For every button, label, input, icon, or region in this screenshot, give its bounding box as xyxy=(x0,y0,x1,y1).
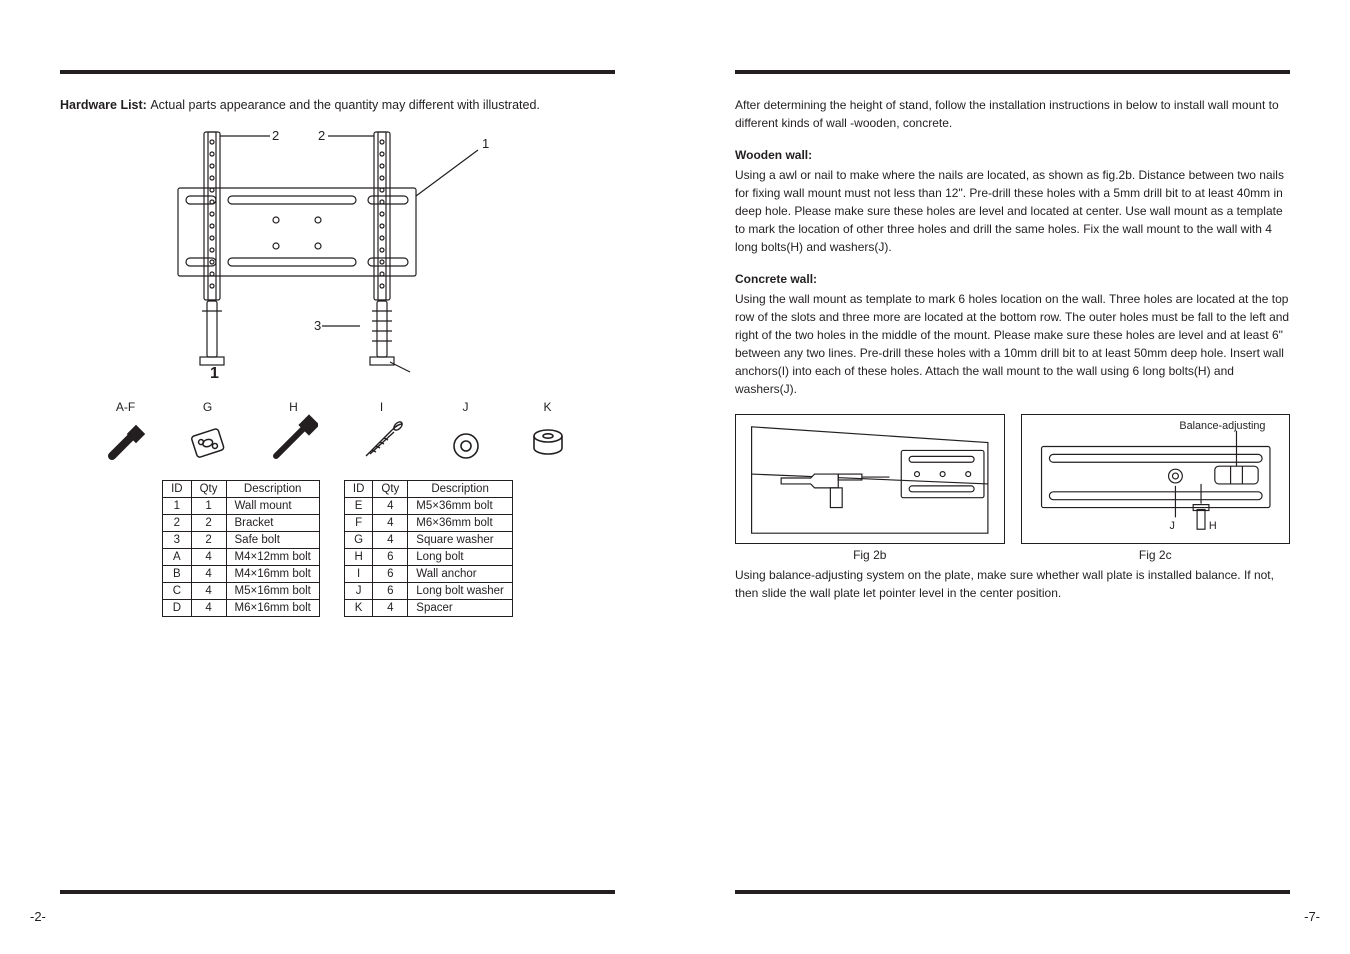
td: M6×16mm bolt xyxy=(226,600,319,617)
lbl-2b: 2 xyxy=(318,128,325,143)
intro-rest: Actual parts appearance and the quantity… xyxy=(150,98,540,112)
td: 4 xyxy=(191,566,226,583)
td: I xyxy=(344,566,373,583)
parts-tables: ID Qty Description 11Wall mount 22Bracke… xyxy=(60,480,615,617)
td: 2 xyxy=(191,532,226,549)
td: M4×16mm bolt xyxy=(226,566,319,583)
td: A xyxy=(163,549,192,566)
td: Long bolt xyxy=(408,549,513,566)
icon-label: J xyxy=(463,400,469,414)
td: B xyxy=(163,566,192,583)
td: 3 xyxy=(163,532,192,549)
icon-label: H xyxy=(289,400,298,414)
intro-para: After determining the height of stand, f… xyxy=(735,96,1290,132)
page-number: -7- xyxy=(1304,909,1320,924)
page-number: -2- xyxy=(30,909,46,924)
td: Wall mount xyxy=(226,498,319,515)
lbl-1: 1 xyxy=(482,136,489,151)
td: Bracket xyxy=(226,515,319,532)
page-7: After determining the height of stand, f… xyxy=(675,0,1350,954)
rule-bottom xyxy=(735,890,1290,894)
td: Spacer xyxy=(408,600,513,617)
page-2: Hardware List: Actual parts appearance a… xyxy=(0,0,675,954)
td: 1 xyxy=(191,498,226,515)
td: G xyxy=(344,532,373,549)
td: 6 xyxy=(373,549,408,566)
td: M5×16mm bolt xyxy=(226,583,319,600)
td: K xyxy=(344,600,373,617)
td: E xyxy=(344,498,373,515)
icon-label: G xyxy=(203,400,212,414)
icon-spacer: K xyxy=(526,400,570,462)
td: 4 xyxy=(191,549,226,566)
fig2c-caption: Fig 2c xyxy=(1021,548,1291,562)
icon-bolt: A-F xyxy=(106,400,146,462)
icon-long-bolt: H xyxy=(270,400,318,462)
fig-2b: Fig 2b xyxy=(735,414,1005,562)
th: ID xyxy=(163,481,192,498)
icon-label: K xyxy=(543,400,551,414)
icon-label: I xyxy=(380,400,383,414)
td: D xyxy=(163,600,192,617)
concrete-heading: Concrete wall: xyxy=(735,272,1290,286)
parts-table-2: ID Qty Description E4M5×36mm bolt F4M6×3… xyxy=(344,480,513,617)
td: 4 xyxy=(373,498,408,515)
icon-long-washer: J xyxy=(446,400,486,462)
th: Description xyxy=(226,481,319,498)
td: M4×12mm bolt xyxy=(226,549,319,566)
lbl-2a: 2 xyxy=(272,128,279,143)
figures-row: Fig 2b xyxy=(735,414,1290,562)
lbl-3: 3 xyxy=(314,318,321,333)
th: ID xyxy=(344,481,373,498)
fig2c-ba-label: Balance-adjusting xyxy=(1179,420,1265,432)
intro-text: Hardware List: Actual parts appearance a… xyxy=(60,96,615,114)
td: 2 xyxy=(191,515,226,532)
td: 4 xyxy=(373,532,408,549)
wallmount-diagram: 2 2 1 3 1 xyxy=(60,126,615,386)
th: Qty xyxy=(373,481,408,498)
fig2c-H: H xyxy=(1208,520,1216,532)
td: Long bolt washer xyxy=(408,583,513,600)
hardware-icons-row: A-F G H I J xyxy=(60,400,615,462)
rule-top xyxy=(60,70,615,74)
fig2c-J: J xyxy=(1169,520,1174,532)
td: 2 xyxy=(163,515,192,532)
rule-bottom xyxy=(60,890,615,894)
wood-heading: Wooden wall: xyxy=(735,148,1290,162)
td: 4 xyxy=(191,600,226,617)
wallmount-svg: 2 2 1 3 1 xyxy=(158,126,518,386)
td: Wall anchor xyxy=(408,566,513,583)
td: C xyxy=(163,583,192,600)
icon-label: A-F xyxy=(116,400,135,414)
td: 4 xyxy=(191,583,226,600)
fig2b-caption: Fig 2b xyxy=(735,548,1005,562)
td: J xyxy=(344,583,373,600)
icon-square-washer: G xyxy=(186,400,230,462)
concrete-body: Using the wall mount as template to mark… xyxy=(735,290,1290,398)
td: 1 xyxy=(163,498,192,515)
fig-2c: Balance-adjusting J H Fig 2c xyxy=(1021,414,1291,562)
wood-body: Using a awl or nail to make where the na… xyxy=(735,166,1290,256)
td: M6×36mm bolt xyxy=(408,515,513,532)
td: Square washer xyxy=(408,532,513,549)
th: Qty xyxy=(191,481,226,498)
balance-text: Using balance-adjusting system on the pl… xyxy=(735,566,1290,602)
td: 6 xyxy=(373,583,408,600)
td: Safe bolt xyxy=(226,532,319,549)
td: H xyxy=(344,549,373,566)
td: F xyxy=(344,515,373,532)
td: 6 xyxy=(373,566,408,583)
parts-table-1: ID Qty Description 11Wall mount 22Bracke… xyxy=(162,480,320,617)
td: 4 xyxy=(373,600,408,617)
lbl-bottom-1: 1 xyxy=(210,365,219,382)
td: 4 xyxy=(373,515,408,532)
rule-top xyxy=(735,70,1290,74)
th: Description xyxy=(408,481,513,498)
td: M5×36mm bolt xyxy=(408,498,513,515)
intro-bold: Hardware List: xyxy=(60,98,150,112)
icon-wall-anchor: I xyxy=(358,400,406,462)
